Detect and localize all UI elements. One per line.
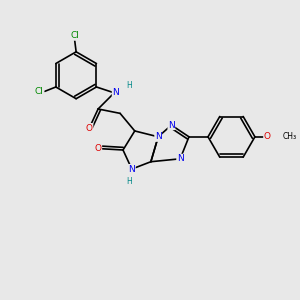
Text: CH₃: CH₃ — [283, 132, 297, 141]
Text: N: N — [128, 165, 135, 174]
Text: N: N — [155, 132, 162, 141]
Text: H: H — [126, 81, 132, 90]
Text: N: N — [168, 121, 175, 130]
Text: N: N — [112, 88, 119, 97]
Text: H: H — [126, 177, 132, 186]
Text: Cl: Cl — [70, 31, 79, 40]
Text: N: N — [177, 154, 184, 163]
Text: Cl: Cl — [35, 87, 44, 96]
Text: O: O — [94, 144, 102, 153]
Text: O: O — [264, 132, 271, 141]
Text: O: O — [86, 124, 93, 133]
